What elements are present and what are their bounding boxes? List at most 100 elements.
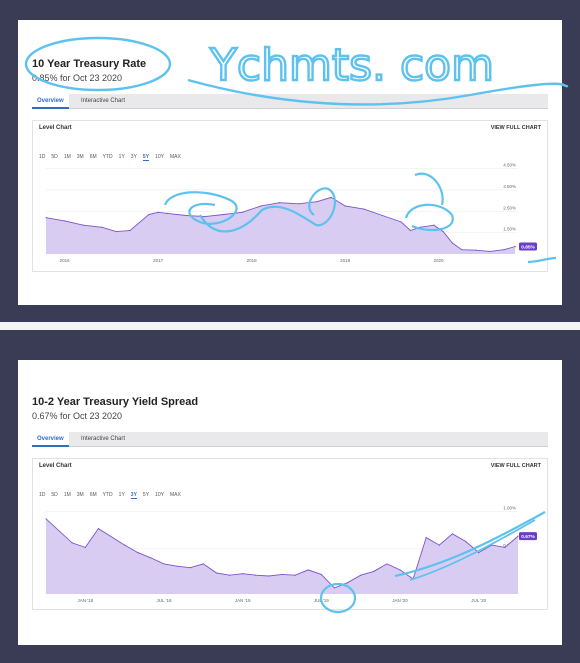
data-point (307, 569, 309, 571)
data-point (451, 242, 454, 244)
range-6m[interactable]: 6M (89, 492, 97, 498)
data-point (148, 213, 150, 216)
data-point (316, 201, 318, 203)
last-value-badge (519, 242, 537, 251)
range-max[interactable]: MAX (169, 492, 181, 498)
range-max[interactable]: MAX (169, 154, 181, 160)
y-tick-label: 4.50% (503, 163, 516, 168)
data-point (129, 229, 131, 232)
data-point (503, 249, 505, 251)
x-tick-label: JUL '20 (471, 598, 486, 603)
data-point (294, 574, 296, 576)
x-tick-label: JUL '18 (157, 598, 172, 603)
tab-interactive-chart[interactable]: Interactive Chart (81, 98, 126, 104)
data-point (176, 565, 178, 567)
data-point (438, 544, 440, 546)
data-point (268, 575, 270, 577)
range-3m[interactable]: 3M (76, 154, 84, 160)
view-full-chart-link[interactable]: VIEW FULL CHART (490, 125, 541, 131)
x-tick-label: 2020 (434, 258, 445, 263)
tab-bar: Overview Interactive Chart (32, 432, 548, 447)
data-point (228, 574, 231, 576)
data-point (241, 211, 243, 213)
ten-year-rate-chart: 1.50% 2.50% 3.50% 4.50% 2016 2017 2018 2019 2020… (45, 163, 537, 263)
range-10y[interactable]: 10Y (155, 154, 164, 160)
data-point (189, 567, 191, 569)
data-point (386, 563, 388, 565)
data-point (124, 544, 126, 546)
data-point (333, 587, 336, 589)
data-point (504, 546, 506, 548)
data-point (461, 249, 463, 251)
tab-overview[interactable]: Overview (32, 432, 69, 447)
last-value-label: 0.67% (521, 534, 535, 540)
data-point (82, 224, 84, 226)
x-tick-label: JAN '20 (392, 598, 408, 603)
data-point (222, 213, 225, 216)
data-point (101, 226, 103, 228)
data-point (64, 220, 66, 222)
data-point (279, 202, 281, 204)
x-tick-label: JAN '18 (78, 598, 94, 603)
data-point (491, 544, 493, 546)
view-full-chart-link[interactable]: VIEW FULL CHART (490, 463, 541, 469)
data-point (150, 557, 152, 559)
data-point (344, 205, 346, 207)
range-1m[interactable]: 1M (63, 154, 71, 160)
data-point (242, 573, 244, 575)
data-point (115, 230, 117, 233)
data-point (202, 563, 204, 565)
data-point (409, 229, 412, 232)
y-tick-label: 2.50% (503, 205, 516, 210)
ten-year-rate-card: 10 Year Treasury Rate 0.85% for Oct 23 2… (18, 20, 562, 305)
range-1y[interactable]: 1Y (118, 492, 125, 498)
range-1d[interactable]: 1D (39, 154, 46, 160)
range-3y[interactable]: 3Y (130, 154, 137, 160)
range-10y[interactable]: 10Y (155, 492, 164, 498)
data-point (260, 205, 262, 207)
range-5y[interactable]: 5Y (142, 154, 150, 161)
x-tick-label: JAN '19 (235, 598, 251, 603)
range-1d[interactable]: 1D (39, 492, 46, 498)
range-ytd[interactable]: YTD (102, 492, 113, 498)
data-point (163, 563, 165, 565)
data-point (478, 552, 480, 554)
range-selector: 1D 5D 1M 3M 6M YTD 1Y 3Y 5Y 10Y MAX (39, 483, 187, 499)
range-3m[interactable]: 3M (76, 492, 84, 498)
data-point (346, 582, 349, 584)
range-selector: 1D 5D 1M 3M 6M YTD 1Y 3Y 5Y 10Y MAX (39, 145, 187, 161)
range-5y[interactable]: 5Y (142, 492, 150, 498)
data-point (381, 214, 384, 217)
data-point (255, 574, 257, 576)
data-point (489, 250, 491, 253)
y-tick-label: 1.00% (503, 505, 516, 510)
range-3y[interactable]: 3Y (130, 492, 137, 499)
data-point (71, 542, 73, 544)
data-point (412, 578, 414, 580)
range-6m[interactable]: 6M (89, 154, 97, 160)
data-point (137, 552, 139, 554)
data-point (475, 249, 477, 251)
data-point (373, 570, 375, 573)
data-point (157, 211, 159, 213)
range-ytd[interactable]: YTD (102, 154, 113, 160)
range-5d[interactable]: 5D (51, 492, 58, 498)
tab-interactive-chart[interactable]: Interactive Chart (81, 436, 126, 442)
x-tick-label: 2017 (153, 258, 164, 263)
range-1m[interactable]: 1M (63, 492, 71, 498)
last-value-label: 0.85% (521, 244, 535, 250)
data-point (400, 221, 402, 223)
data-point (399, 569, 401, 571)
y-tick-label: 3.50% (503, 184, 516, 189)
data-point (45, 518, 47, 520)
tab-overview[interactable]: Overview (32, 94, 69, 109)
data-point (281, 573, 283, 576)
data-point (84, 546, 86, 548)
data-point (360, 574, 362, 576)
data-point (514, 245, 516, 248)
range-5d[interactable]: 5D (51, 154, 58, 160)
data-point (45, 217, 47, 219)
x-tick-label: 2019 (340, 258, 351, 263)
range-1y[interactable]: 1Y (118, 154, 125, 160)
data-point (517, 535, 519, 537)
